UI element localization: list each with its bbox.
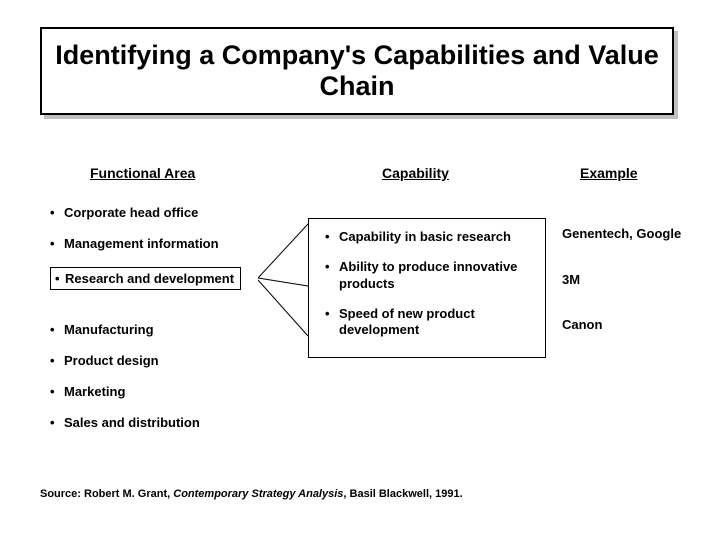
example-item: Genentech, Google <box>562 226 720 242</box>
functional-area-list: Corporate head office Management informa… <box>50 205 280 446</box>
example-list: Genentech, Google 3M Canon <box>562 226 720 363</box>
capability-box: Capability in basic research Ability to … <box>308 218 546 358</box>
functional-item: Marketing <box>50 384 280 399</box>
functional-item: Management information <box>50 236 280 251</box>
functional-item: Manufacturing <box>50 322 280 337</box>
example-item: Canon <box>562 317 720 333</box>
source-citation: Source: Robert M. Grant, Contemporary St… <box>40 488 463 500</box>
capability-item: Capability in basic research <box>317 229 537 245</box>
example-item: 3M <box>562 272 720 288</box>
source-author: Robert M. Grant, <box>84 488 173 500</box>
functional-item: Sales and distribution <box>50 415 280 430</box>
slide-title: Identifying a Company's Capabilities and… <box>52 40 662 102</box>
source-publisher: , Basil Blackwell, 1991. <box>343 488 462 500</box>
source-title: Contemporary Strategy Analysis <box>173 488 343 500</box>
functional-item-highlighted: Research and development <box>50 267 241 290</box>
header-example: Example <box>580 165 638 181</box>
header-functional: Functional Area <box>90 165 195 181</box>
header-capability: Capability <box>382 165 449 181</box>
connector-lines <box>258 218 310 358</box>
capability-item: Speed of new product development <box>317 306 537 339</box>
capability-item: Ability to produce innovative products <box>317 259 537 292</box>
title-box: Identifying a Company's Capabilities and… <box>40 27 674 115</box>
functional-item: Corporate head office <box>50 205 280 220</box>
functional-item: Product design <box>50 353 280 368</box>
source-label: Source: <box>40 488 84 500</box>
